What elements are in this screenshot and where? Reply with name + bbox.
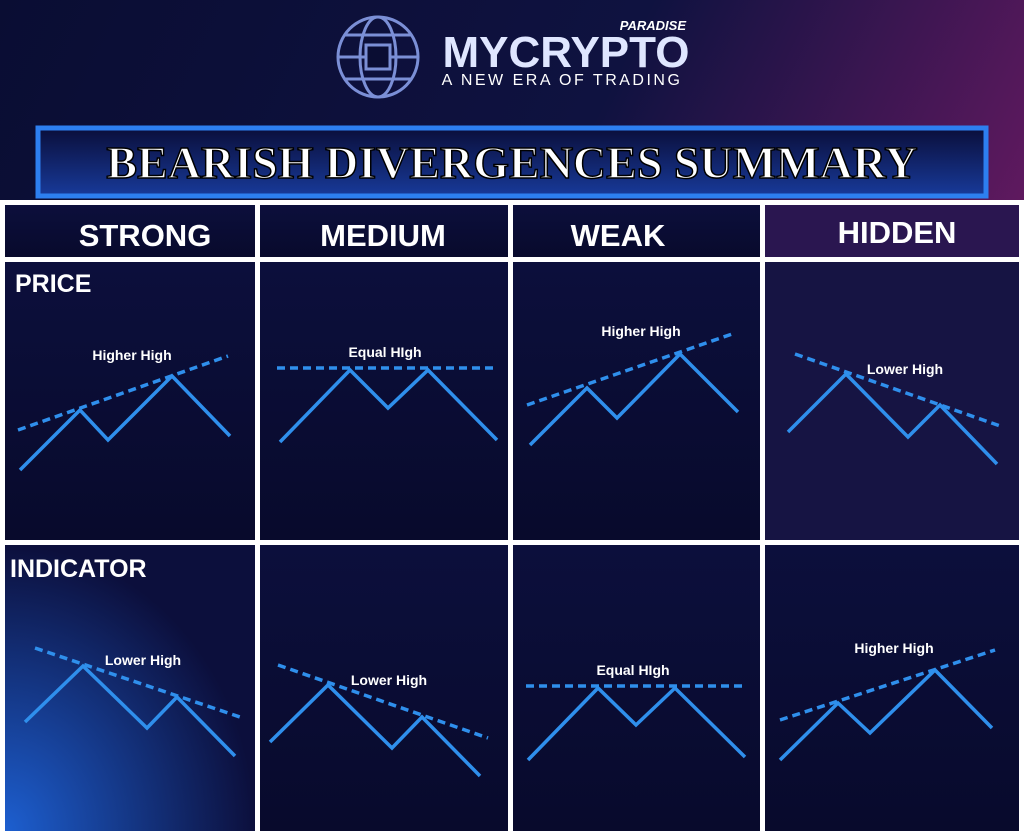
cell-label: Lower High xyxy=(867,361,943,377)
cell-label: Lower High xyxy=(105,652,181,668)
cell-label: Equal HIgh xyxy=(596,662,669,678)
indicator-diagrams xyxy=(23,646,996,778)
column-header: WEAK xyxy=(571,218,666,253)
brand-suffix: PARADISE xyxy=(620,18,687,33)
header-cells xyxy=(5,205,1019,831)
cell-label: Higher High xyxy=(854,640,933,656)
column-header: MEDIUM xyxy=(320,218,446,253)
column-header: STRONG xyxy=(79,218,212,253)
price-diagrams xyxy=(17,331,1004,472)
title-box xyxy=(35,125,989,199)
cell-label: Equal HIgh xyxy=(348,344,421,360)
title: BEARISH DIVERGENCES SUMMARY xyxy=(106,137,917,188)
cell-label: Higher High xyxy=(601,323,680,339)
cell-label: Higher High xyxy=(92,347,171,363)
logo xyxy=(336,15,420,99)
row-label: PRICE xyxy=(15,270,91,298)
cell-label: Lower High xyxy=(351,672,427,688)
column-header: HIDDEN xyxy=(838,215,957,250)
brand: MYCRYPTO xyxy=(443,28,690,77)
tagline: A NEW ERA OF TRADING xyxy=(442,72,683,89)
row-label: INDICATOR xyxy=(10,555,147,583)
